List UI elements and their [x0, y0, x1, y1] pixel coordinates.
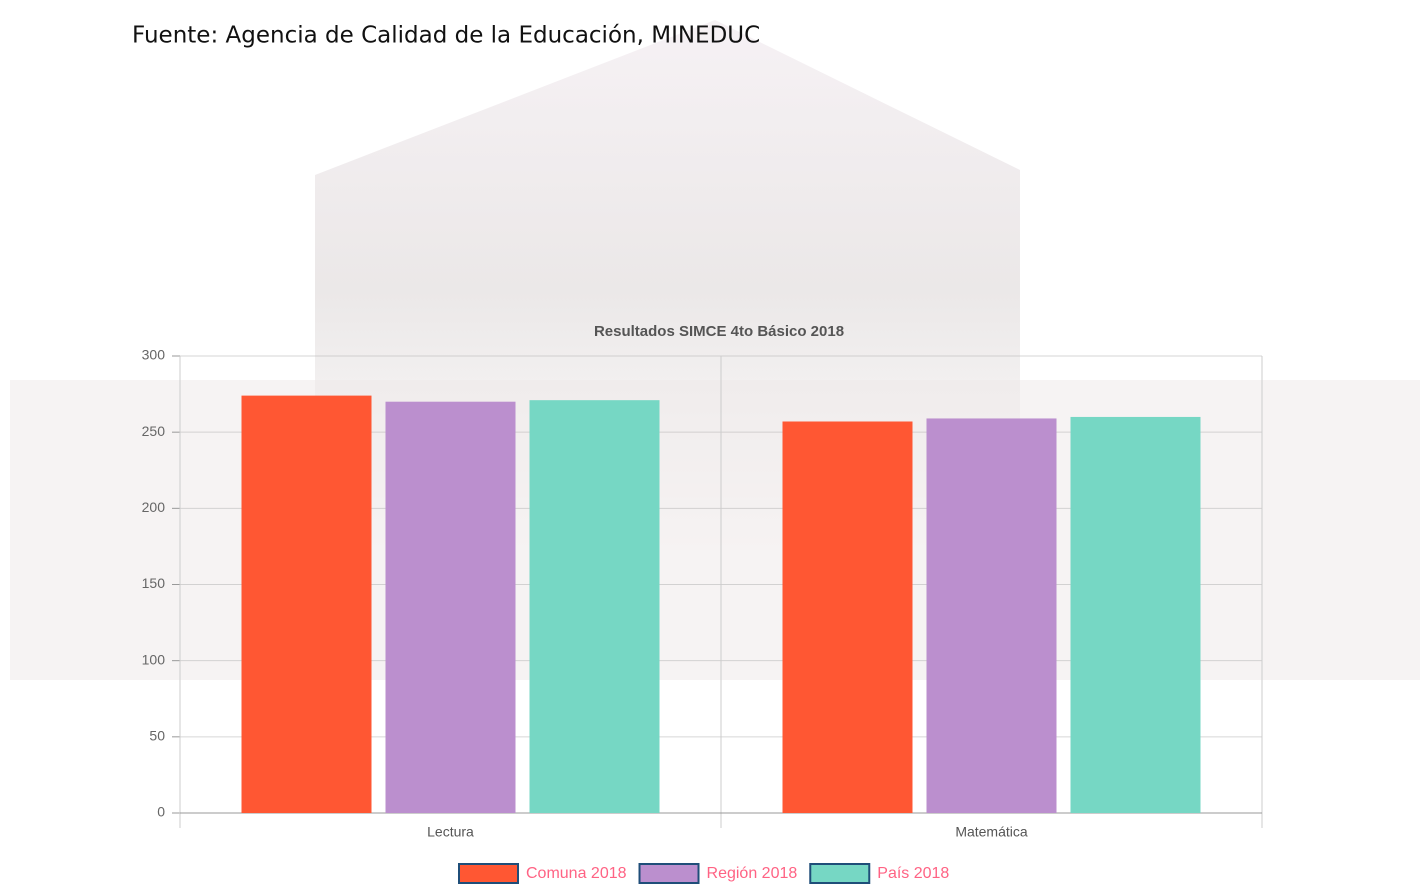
- y-tick-label: 150: [142, 575, 166, 591]
- x-tick-label: Matemática: [955, 824, 1028, 840]
- legend-label: Comuna 2018: [526, 865, 627, 882]
- legend-label: Región 2018: [707, 865, 798, 882]
- legend-swatch: [459, 864, 518, 883]
- bar: [242, 396, 372, 813]
- bar: [927, 418, 1057, 813]
- y-tick-label: 200: [142, 499, 166, 515]
- y-tick-label: 300: [142, 347, 166, 363]
- legend-swatch: [810, 864, 869, 883]
- chart-title: Resultados SIMCE 4to Básico 2018: [594, 323, 844, 340]
- page: Fuente: Agencia de Calidad de la Educaci…: [0, 0, 1426, 886]
- bar: [783, 422, 913, 813]
- y-tick-label: 250: [142, 423, 166, 439]
- y-tick-label: 100: [142, 651, 166, 667]
- legend-swatch: [640, 864, 699, 883]
- bar: [530, 400, 660, 813]
- bar: [386, 402, 516, 813]
- legend-label: País 2018: [877, 865, 949, 882]
- y-tick-label: 0: [157, 804, 165, 820]
- bar: [1071, 417, 1201, 813]
- source-note: Fuente: Agencia de Calidad de la Educaci…: [132, 23, 760, 49]
- background-band: [10, 380, 1420, 680]
- y-tick-label: 50: [149, 728, 165, 744]
- x-tick-label: Lectura: [427, 824, 474, 840]
